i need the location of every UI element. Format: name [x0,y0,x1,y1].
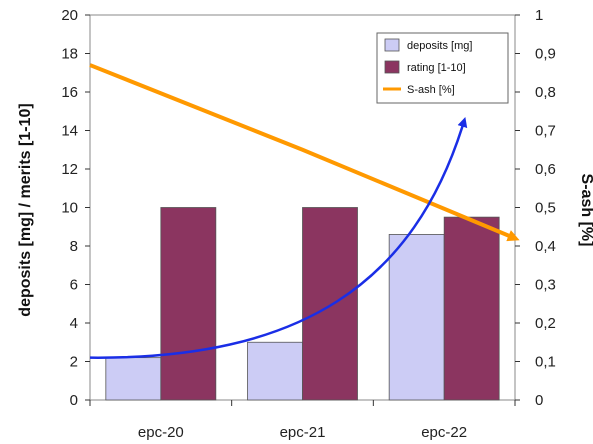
series-line-s-ash [89,63,520,242]
bar-deposits-epc-21 [247,341,303,401]
trend-arrow [89,117,468,359]
y2-tick-label: 0 [535,392,543,409]
y-tick-label: 6 [70,277,78,294]
legend: deposits [mg] rating [1-10] S-ash [%] [376,32,509,104]
y-tick-label: 12 [61,161,78,178]
bar-deposits-epc-22 [388,234,445,401]
y2-tick-label: 0,5 [535,200,556,217]
bar-deposits-epc-20 [105,357,162,401]
y-tick-label: 16 [61,84,78,101]
bar-rating-epc-20 [160,207,217,401]
bar-rating-epc-21 [302,207,358,401]
y2-tick-label: 1 [535,7,543,24]
y2-tick-label: 0,7 [535,123,556,140]
y-tick-label: 18 [61,46,78,63]
y-tick-label: 10 [61,200,78,217]
y2-tick-label: 0,8 [535,84,556,101]
x-tick-label: epc-20 [138,424,184,441]
y2-tick-label: 0,9 [535,46,556,63]
y-axis-title: deposits [mg] / merits [1-10] [17,103,34,316]
legend-swatch-rating [384,60,400,74]
axes-layer: 0 2 4 6 8 10 12 14 16 18 20 0 0,1 0,2 0,3 0,4 0,5 0,6 0,7 0… [61,7,556,441]
y2-axis-title: S-ash [%] [578,174,593,247]
y-tick-label: 0 [70,392,78,409]
y2-tick-label: 0,2 [535,315,556,332]
y-tick-label: 14 [61,123,78,140]
x-tick-label: epc-22 [421,424,467,441]
bars-layer [105,207,500,401]
y-tick-label: 2 [70,354,78,371]
lines-layer [89,63,520,359]
y2-tick-label: 0,6 [535,161,556,178]
legend-label-rating: rating [1-10] [407,62,466,74]
legend-label-s-ash: S-ash [%] [407,84,455,96]
y-tick-label: 8 [70,238,78,255]
legend-swatch-deposits [384,38,400,52]
y2-tick-label: 0,1 [535,354,556,371]
legend-label-deposits: deposits [mg] [407,40,472,52]
y2-tick-label: 0,4 [535,238,556,255]
y-tick-label: 4 [70,315,78,332]
x-tick-label: epc-21 [280,424,326,441]
y2-tick-label: 0,3 [535,277,556,294]
y-tick-label: 20 [61,7,78,24]
bar-rating-epc-22 [443,216,500,401]
